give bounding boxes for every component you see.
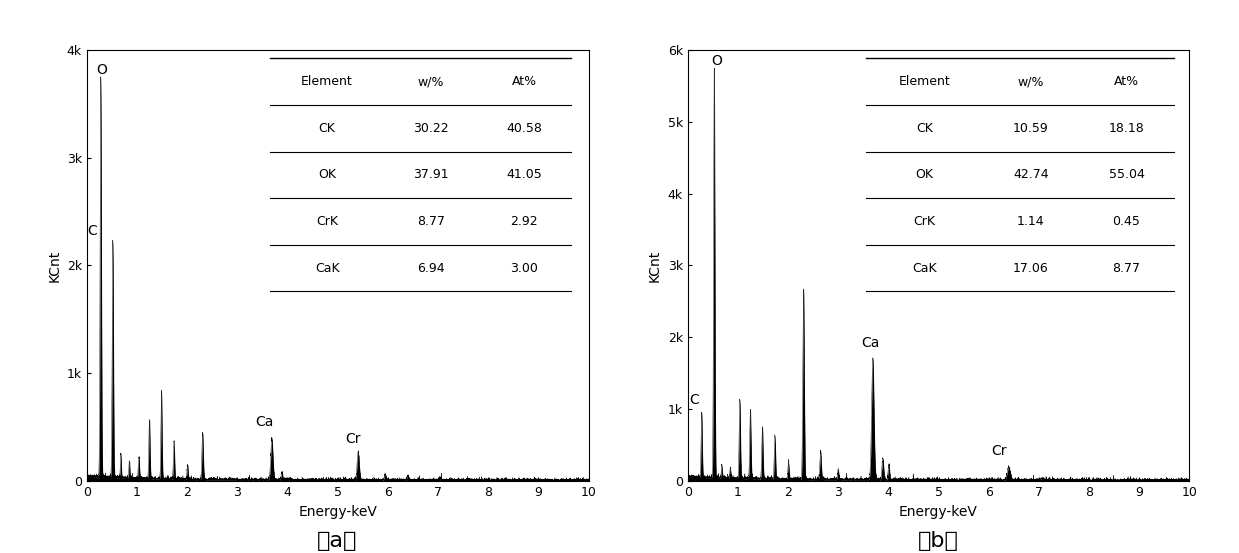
- Text: 8.77: 8.77: [418, 215, 445, 228]
- Text: CrK: CrK: [316, 215, 338, 228]
- Text: CaK: CaK: [912, 262, 937, 274]
- Text: 55.04: 55.04: [1109, 168, 1145, 181]
- Text: 17.06: 17.06: [1014, 262, 1048, 274]
- Text: C: C: [689, 393, 699, 407]
- Text: 41.05: 41.05: [507, 168, 543, 181]
- Text: Element: Element: [301, 75, 353, 88]
- Text: 37.91: 37.91: [413, 168, 449, 181]
- Text: CaK: CaK: [315, 262, 339, 274]
- Text: 18.18: 18.18: [1109, 122, 1145, 135]
- Text: CK: CK: [916, 122, 933, 135]
- Text: Element: Element: [898, 75, 950, 88]
- Text: Ca: Ca: [255, 415, 274, 429]
- Text: C: C: [87, 225, 97, 238]
- Text: OK: OK: [318, 168, 336, 181]
- Text: 6.94: 6.94: [418, 262, 445, 274]
- Text: At%: At%: [1114, 75, 1139, 88]
- Text: w/%: w/%: [1017, 75, 1044, 88]
- X-axis label: Energy-keV: Energy-keV: [900, 504, 978, 519]
- Text: 0.45: 0.45: [1113, 215, 1140, 228]
- Text: O: O: [711, 54, 721, 67]
- Text: 30.22: 30.22: [413, 122, 449, 135]
- Text: O: O: [97, 62, 108, 77]
- Text: CrK: CrK: [913, 215, 935, 228]
- Text: 40.58: 40.58: [507, 122, 543, 135]
- Text: 2.92: 2.92: [510, 215, 538, 228]
- Text: （b）: （b）: [918, 531, 958, 551]
- Text: OK: OK: [916, 168, 933, 181]
- Text: Ca: Ca: [861, 336, 880, 349]
- Y-axis label: KCnt: KCnt: [47, 249, 61, 281]
- Text: （a）: （a）: [317, 531, 357, 551]
- Text: CK: CK: [318, 122, 336, 135]
- Text: 10.59: 10.59: [1014, 122, 1048, 135]
- Text: 3.00: 3.00: [510, 262, 538, 274]
- Text: 1.14: 1.14: [1017, 215, 1044, 228]
- Text: Cr: Cr: [991, 444, 1006, 458]
- Text: 42.74: 42.74: [1014, 168, 1048, 181]
- Text: At%: At%: [512, 75, 536, 88]
- Text: w/%: w/%: [418, 75, 445, 88]
- Text: 8.77: 8.77: [1113, 262, 1141, 274]
- X-axis label: Energy-keV: Energy-keV: [299, 504, 377, 519]
- Text: Cr: Cr: [344, 431, 361, 446]
- Y-axis label: KCnt: KCnt: [648, 249, 662, 281]
